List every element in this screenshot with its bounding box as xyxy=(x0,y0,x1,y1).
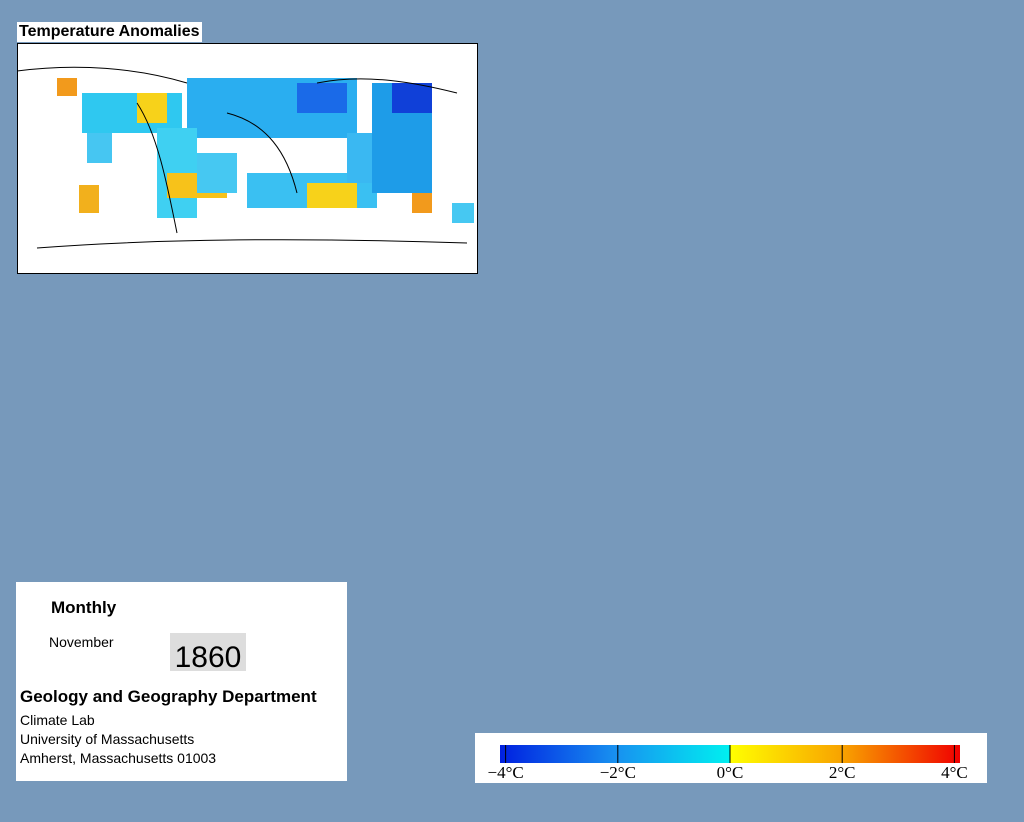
map xyxy=(17,43,478,274)
cell xyxy=(452,203,474,223)
cell xyxy=(307,183,357,208)
tick-label: 4°C xyxy=(941,763,968,782)
address-line: Amherst, Massachusetts 01003 xyxy=(20,750,217,766)
cell xyxy=(392,83,432,113)
tick-label: −4°C xyxy=(487,763,523,782)
cell xyxy=(87,133,112,163)
address-line: University of Massachusetts xyxy=(20,731,195,747)
colorbar: −4°C −2°C 0°C 2°C 4°C xyxy=(475,733,987,783)
map-title: Temperature Anomalies xyxy=(17,22,202,42)
cell xyxy=(79,185,99,213)
tick-label: 0°C xyxy=(717,763,744,782)
coastline xyxy=(17,66,468,249)
info-panel: Monthly November 1860 Geology and Geogra… xyxy=(16,582,347,781)
cell xyxy=(137,93,167,123)
cell xyxy=(297,83,347,113)
year: 1860 xyxy=(170,633,246,674)
cell xyxy=(412,193,432,213)
anomaly-cells xyxy=(57,78,474,223)
address-line: Climate Lab xyxy=(20,712,95,728)
cell xyxy=(197,153,237,193)
cell xyxy=(57,78,77,96)
tick-label: 2°C xyxy=(829,763,856,782)
department: Geology and Geography Department xyxy=(20,687,317,706)
tick-label: −2°C xyxy=(600,763,636,782)
period: Monthly xyxy=(51,598,117,617)
month: November xyxy=(49,634,114,650)
